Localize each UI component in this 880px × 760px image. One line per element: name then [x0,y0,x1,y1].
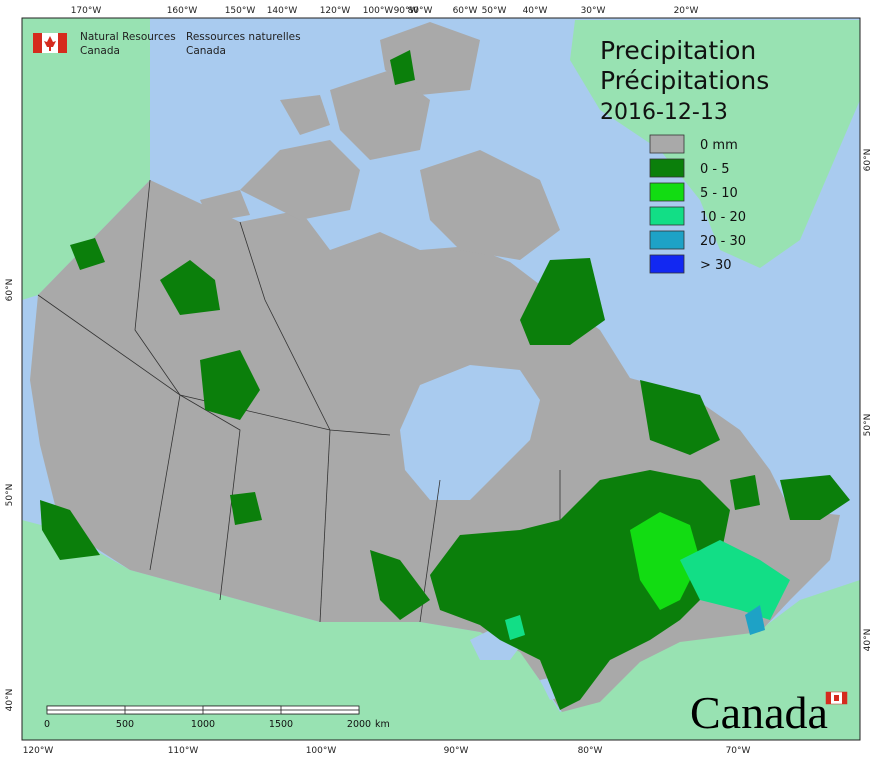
maple-leaf [834,695,839,701]
graticule-label-bottom: 80°W [578,746,603,756]
flag-band [842,692,847,704]
legend: 0 mm 0 - 5 5 - 10 10 - 20 20 - 30 > 30 [649,134,746,274]
precip-area [370,550,430,620]
scale-bar-label: 1000 [191,719,215,730]
graticule-label-left: 50°N [5,484,15,507]
alaska [22,18,150,300]
provincial-border [319,429,331,623]
provincial-border [179,394,241,601]
scale-bar-segment [124,709,204,715]
legend-label: 0 - 5 [700,162,730,177]
scale-bar-segment [202,705,282,711]
legend-swatch [649,230,685,250]
scale-bar-unit: km [375,719,390,730]
legend-swatch [649,134,685,154]
graticule-label-top: 140°W [267,6,298,16]
graticule-label-top: 150°W [225,6,256,16]
graticule-label-top: 90°W [394,6,419,16]
island [330,70,430,160]
graticule-label-left: 60°N [5,279,15,302]
legend-swatch [649,254,685,274]
graticule-label-bottom: 120°W [23,746,54,756]
precip-area [630,512,700,610]
graticule-labels: 170°W 160°W 150°W 140°W 120°W 100°W 90°W80°W 60… [5,6,873,756]
precip-area [745,605,765,635]
agency-fr: Ressources naturelles [186,31,301,43]
date: 2016-12-13 [600,100,728,125]
graticule-label-top: 60°W [453,6,478,16]
island [280,95,330,135]
island [240,140,360,220]
graticule-label-right: 50°N [863,414,873,437]
provincial-border [239,221,331,431]
flag-band [33,33,42,53]
precipitation [40,50,850,710]
legend-label: 0 mm [700,138,738,153]
title: Précipitations [600,66,769,95]
precip-area [200,350,260,420]
legend-label: 10 - 20 [700,210,746,225]
island [200,190,250,222]
graticule-label-right: 60°N [863,149,873,172]
territorial-border [37,294,391,436]
scale-bar-segment [46,705,126,711]
precip-area [730,475,760,510]
graticule-label-top: 30°W [581,6,606,16]
precip-area [70,238,105,270]
precip-area [780,475,850,520]
scale-bar-label: 0 [44,719,50,730]
graticule-label-top: 50°W [482,6,507,16]
graticule-label-right: 40°N [863,629,873,652]
map-frame [21,17,861,741]
island [420,150,560,260]
wordmark: Canada [690,687,828,738]
graticule-label-top: 170°W [71,6,102,16]
graticule-label-left: 40°N [5,689,15,712]
scale-bar-segment [280,709,360,715]
precip-area [680,540,790,620]
precip-area [505,615,525,640]
scale-bar-label: 500 [116,719,134,730]
graticule-label-top: 160°W [167,6,198,16]
agency-en: Natural Resources [80,31,176,43]
scale-bar-label: 2000 [347,719,371,730]
precip-area [160,260,220,315]
legend-swatch [649,206,685,226]
precip-area [520,258,605,345]
legend-label: 5 - 10 [700,186,738,201]
united-states [22,520,860,740]
graticule-label-bottom: 90°W [444,746,469,756]
scale-bar: 0 500 1000 1500 2000 km [44,705,390,730]
legend-swatch [649,182,685,202]
precip-area [390,50,415,85]
graticule-label-bottom: 100°W [306,746,337,756]
graticule-label-top: 20°W [674,6,699,16]
hudson-bay [400,365,540,500]
agency-block: Natural Resources Canada Ressources natu… [33,31,301,57]
agency-en: Canada [80,45,120,57]
maple-leaf [44,36,56,51]
graticule-label-top: 100°W [363,6,394,16]
graticule-label-top: 120°W [320,6,351,16]
precip-area [640,380,720,455]
title: Precipitation [600,36,756,65]
scale-bar-label: 1500 [269,719,293,730]
graticule-label-bottom: 110°W [168,746,199,756]
flag-band [58,33,67,53]
flag-band [826,692,831,704]
legend-swatch [649,158,685,178]
graticule-label-top: 80°W [408,6,433,16]
provincial-border [134,179,181,571]
agency-fr: Canada [186,45,226,57]
graticule-label-top: 40°W [523,6,548,16]
precip-area [230,492,262,525]
graticule-label-bottom: 70°W [726,746,751,756]
legend-label: > 30 [700,258,732,273]
greenland [570,20,860,268]
legend-label: 20 - 30 [700,234,746,249]
precip-area [40,500,100,560]
